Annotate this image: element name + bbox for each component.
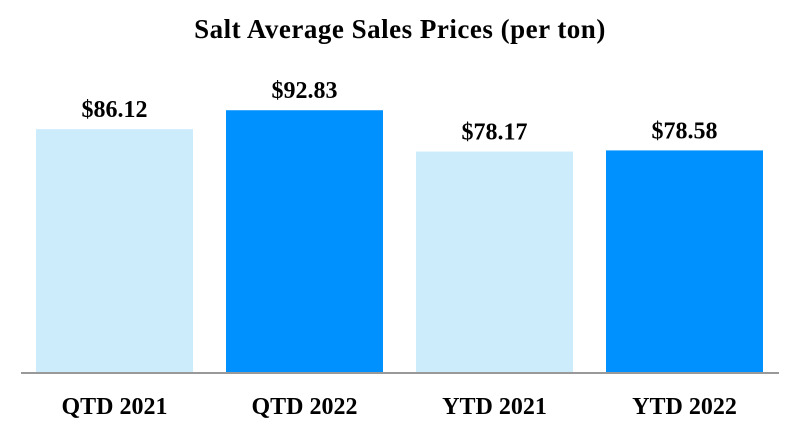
data-label: $86.12: [82, 97, 148, 123]
bar: [606, 150, 763, 372]
bar: [36, 129, 193, 372]
data-label: $92.83: [272, 78, 338, 104]
bar: [416, 151, 573, 372]
x-tick-label: YTD 2022: [632, 394, 737, 420]
data-label: $78.17: [462, 120, 528, 146]
bar: [226, 110, 383, 373]
x-tick-label: QTD 2021: [61, 394, 167, 420]
x-tick-label: YTD 2021: [442, 394, 547, 420]
data-label: $78.58: [652, 118, 718, 144]
x-tick-label: QTD 2022: [251, 394, 357, 420]
chart-title: Salt Average Sales Prices (per ton): [194, 14, 606, 44]
